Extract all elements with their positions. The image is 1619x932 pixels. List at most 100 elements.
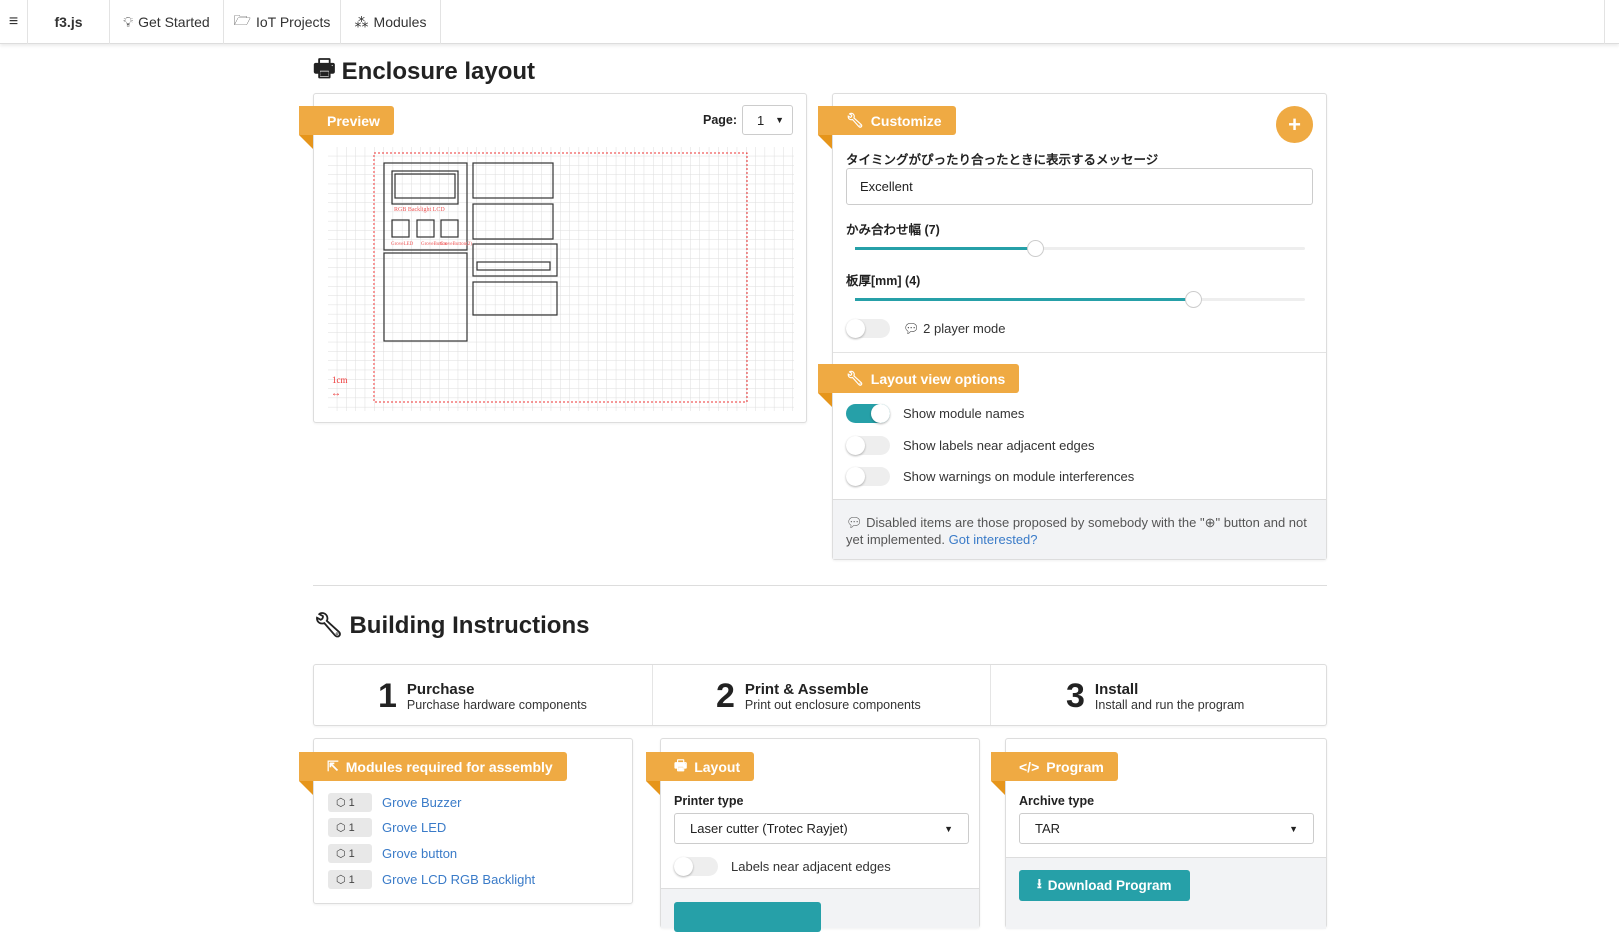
program-panel: </> Program Archive type TAR ▼ ⭳ Download P… <box>991 738 1327 929</box>
divider <box>833 352 1326 353</box>
module-label: GroveLED <box>391 242 414 247</box>
navbar: ≡ f3.js 💡︎ Get Started 🗁 IoT Projects ⁂ Mod… <box>0 0 1619 44</box>
archive-type-select[interactable]: TAR ▼ <box>1019 813 1314 844</box>
option-label: Show warnings on module interferences <box>903 469 1135 484</box>
option-label: Show labels near adjacent edges <box>903 438 1095 453</box>
button-label: Download Program <box>1047 878 1172 893</box>
slider1-thumb[interactable] <box>1027 240 1044 257</box>
side-piece <box>472 162 554 199</box>
nav-divider <box>1604 0 1605 44</box>
step-sub: Purchase hardware components <box>406 697 587 712</box>
label-text: 2 player mode <box>923 321 1006 336</box>
ribbon-label: Layout view options <box>870 370 1006 387</box>
panel-piece-top <box>383 162 468 251</box>
step-number: 3 <box>1066 676 1085 715</box>
comment-icon: 💬︎ <box>903 321 920 336</box>
caret-down-icon: ▼ <box>1289 823 1298 834</box>
message-input[interactable]: Excellent <box>846 168 1313 205</box>
show-module-names-toggle[interactable] <box>846 404 890 423</box>
modules-ribbon: ⇱ Modules required for assembly <box>299 752 567 795</box>
layout-preview-canvas[interactable]: RGB Backlight LCD GroveLED GroveButton G… <box>328 147 794 411</box>
show-labels-toggle[interactable] <box>846 436 890 455</box>
nav-modules[interactable]: ⁂ Modules <box>341 0 441 44</box>
download-icon: ⭳ <box>1037 876 1042 891</box>
caret-down-icon: ▼ <box>775 115 784 125</box>
layout-panel: 🖶 Layout Printer type Laser cutter (Trote… <box>646 738 980 932</box>
ribbon-label: Program <box>1046 758 1104 775</box>
title-text: Enclosure layout <box>341 57 536 85</box>
scale-arrow-icon: ↔ <box>331 388 341 399</box>
labels-adjacent-toggle[interactable] <box>674 857 718 876</box>
modules-panel: ⇱ Modules required for assembly ⬡ 1 Grove … <box>299 738 633 904</box>
lightbulb-icon: 💡︎ <box>123 13 134 30</box>
select-value: Laser cutter (Trotec Rayjet) <box>690 821 848 836</box>
page-label: Page: <box>703 113 738 127</box>
got-interested-link[interactable]: Got interested? <box>948 532 1038 547</box>
slider1-label: かみ合わせ幅 (7) <box>846 223 940 237</box>
nav-get-started[interactable]: 💡︎ Get Started <box>110 0 224 44</box>
module-label: GroveButton <box>421 242 448 247</box>
printer-type-select[interactable]: Laser cutter (Trotec Rayjet) ▼ <box>674 813 969 844</box>
module-link[interactable]: Grove button <box>382 846 458 861</box>
printer-icon: 🖶 <box>674 756 688 773</box>
select-value: TAR <box>1035 821 1061 836</box>
module-link[interactable]: Grove LED <box>382 820 447 835</box>
wrench-icon: 🔧︎ <box>313 612 344 639</box>
ribbon-label: Preview <box>327 112 380 129</box>
module-count-badge: ⬡ 1 <box>328 793 372 812</box>
module-count-badge: ⬡ 1 <box>328 818 372 837</box>
wrench-icon: 🔧︎ <box>846 112 864 128</box>
nav-label: IoT Projects <box>255 14 331 30</box>
two-player-toggle[interactable] <box>846 319 890 338</box>
show-warnings-toggle[interactable] <box>846 467 890 486</box>
plus-circle-icon: ⊕ <box>1204 515 1216 530</box>
step-purchase[interactable]: 1 Purchase Purchase hardware components <box>378 665 587 727</box>
customize-panel: 🔧︎ Customize + タイミングがぴったり合ったときに表示するメッセージ … <box>818 93 1327 560</box>
two-player-label: 💬︎ 2 player mode <box>903 321 1006 337</box>
ribbon-label: Customize <box>870 112 942 129</box>
page-select[interactable]: 1 ▼ <box>742 105 793 135</box>
slider2[interactable] <box>855 291 1305 308</box>
preview-panel: Preview Page: 1 ▼ RGB Backlight LCD Grove… <box>299 93 807 423</box>
step-title: Purchase <box>406 680 475 698</box>
step-title: Install <box>1094 680 1139 698</box>
scale-label: 1cm <box>332 375 348 385</box>
step-title: Print & Assemble <box>744 680 869 698</box>
title-text: Building Instructions <box>349 611 590 639</box>
nav-iot-projects[interactable]: 🗁 IoT Projects <box>224 0 341 44</box>
share-icon: ⇱ <box>327 758 339 774</box>
program-ribbon: </> Program <box>991 752 1118 795</box>
step-number: 1 <box>378 676 397 715</box>
lcd-cutout <box>391 170 459 205</box>
ribbon-label: Modules required for assembly <box>345 758 553 775</box>
folder-open-icon: 🗁 <box>233 12 251 28</box>
led-cutout <box>440 219 459 238</box>
step-print-assemble[interactable]: 2 Print & Assemble Print out enclosure com… <box>716 665 921 727</box>
module-link[interactable]: Grove LCD RGB Backlight <box>382 872 536 887</box>
grid <box>328 147 794 411</box>
step-install[interactable]: 3 Install Install and run the program <box>1066 665 1244 727</box>
brand-logo[interactable]: f3.js <box>28 0 110 44</box>
slider1[interactable] <box>855 240 1305 257</box>
add-button[interactable]: + <box>1276 106 1313 143</box>
module-item: ⬡ 1 Grove button <box>328 844 457 863</box>
module-item: ⬡ 1 Grove LCD RGB Backlight <box>328 870 535 889</box>
download-program-button[interactable]: ⭳ Download Program <box>1019 870 1190 901</box>
printer-icon: 🖶 <box>313 55 336 82</box>
slider2-label: 板厚[mm] (4) <box>846 274 921 288</box>
archive-type-label: Archive type <box>1019 794 1095 808</box>
nav-label: Get Started <box>138 14 210 30</box>
module-item: ⬡ 1 Grove LED <box>328 818 446 837</box>
hamburger-icon[interactable]: ≡ <box>0 0 28 44</box>
sheet-boundary <box>373 152 748 403</box>
note-text: Disabled items are those proposed by som… <box>866 515 1205 530</box>
step-sub: Install and run the program <box>1094 697 1245 712</box>
cubes-icon: ⁂ <box>354 13 369 30</box>
lcd-window <box>394 173 456 199</box>
slot-cutout <box>476 261 551 271</box>
export-button[interactable] <box>674 902 821 932</box>
comment-icon: 💬︎ <box>846 515 863 530</box>
module-link[interactable]: Grove Buzzer <box>382 795 462 810</box>
slider2-thumb[interactable] <box>1184 291 1202 308</box>
